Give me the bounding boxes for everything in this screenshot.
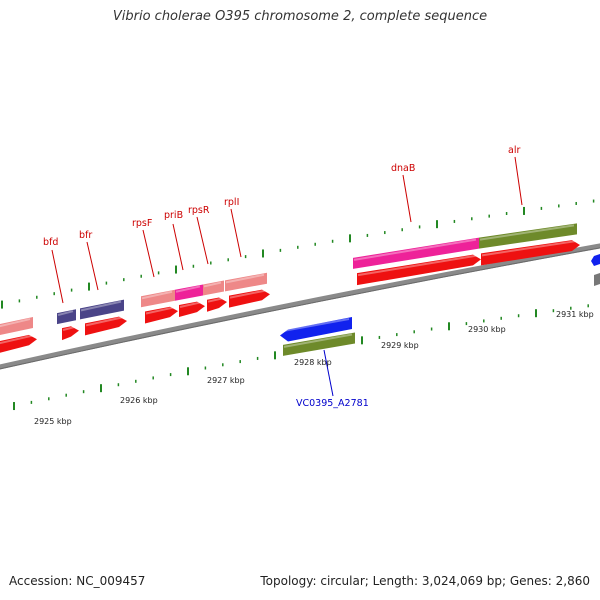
gene-label-bfr: bfr <box>79 230 92 241</box>
backbone-shadow <box>0 247 600 370</box>
gene-grey-right-edge <box>594 273 600 286</box>
gene-pink-left-shine <box>0 318 31 328</box>
scale-label-2931: 2931 kbp <box>556 310 594 319</box>
gene-rpsF <box>141 289 175 308</box>
leader-rpsF <box>142 229 155 278</box>
leader-rplI <box>230 208 242 258</box>
gene-rplI-shine <box>225 273 265 284</box>
gene-rpsF-shine <box>141 290 173 300</box>
leader-VC0395_A2781 <box>323 349 334 397</box>
gene-label-dnaB: dnaB <box>391 163 415 174</box>
gene-label-rpsR: rpsR <box>188 205 210 216</box>
scale-label-2925: 2925 kbp <box>34 417 72 426</box>
leader-alr <box>514 156 523 206</box>
gene-alr-shine <box>479 224 575 241</box>
gene-dnaB-cds-shine <box>357 254 479 277</box>
gene-label-rplI: rplI <box>224 197 239 208</box>
scale-label-2928: 2928 kbp <box>294 358 332 367</box>
gene-bfr-cds <box>85 316 127 336</box>
gene-bfd-cds-shine <box>62 325 77 332</box>
gene-priB-shine <box>175 285 201 293</box>
gene-label-bfd: bfd <box>43 237 58 248</box>
gene-rplI-cds <box>229 289 270 308</box>
gene-rpsF-cds-shine <box>145 306 176 315</box>
gene-dnaB-cds <box>357 254 481 286</box>
gene-alr-cds-shine <box>481 239 578 257</box>
gene-rpsR-shine <box>203 281 222 288</box>
scale-label-2930: 2930 kbp <box>468 325 506 334</box>
gene-alr <box>479 223 577 249</box>
gene-rpsR <box>203 280 224 296</box>
leader-rpsR <box>196 216 209 265</box>
gene-rpsR-cds-shine <box>207 297 225 303</box>
gene-bfd <box>57 309 76 325</box>
leader-bfr <box>86 241 99 291</box>
gene-dnaB <box>353 237 479 269</box>
leader-bfd <box>51 249 64 304</box>
gene-label-priB: priB <box>164 210 183 221</box>
outer-tick-row <box>1 199 595 309</box>
gene-bfr <box>80 299 124 320</box>
chromosome-backbone <box>0 243 600 370</box>
label-leader-lines <box>51 156 523 397</box>
gene-VC0395_A2781-cds-shine <box>280 318 350 333</box>
gene-label-rpsF: rpsF <box>132 218 152 229</box>
gene-bfr-shine <box>80 300 122 312</box>
gene-VC0395_A2781 <box>283 332 355 356</box>
gene-label-alr: alr <box>508 145 520 156</box>
gene-red-left <box>0 334 37 353</box>
gene-rpsR-cds <box>207 297 227 312</box>
gene-rplI <box>225 272 267 292</box>
gene-priB <box>175 284 203 301</box>
gene-red-left-shine <box>0 334 35 345</box>
gene-bfd-shine <box>57 310 74 317</box>
gene-rpsF-cds <box>145 306 178 324</box>
gene-priB-cds <box>179 301 205 317</box>
gene-VC0395_A2781-shine <box>283 333 353 348</box>
inner-tick-row <box>13 304 589 411</box>
map-title: Vibrio cholerae O395 chromosome 2, compl… <box>112 9 488 24</box>
leader-priB <box>172 223 184 271</box>
scale-label-2927: 2927 kbp <box>207 376 245 385</box>
gene-pink-left <box>0 317 33 336</box>
gene-label-VC0395_A2781: VC0395_A2781 <box>296 398 369 409</box>
gene-features <box>0 223 580 356</box>
scale-label-2926: 2926 kbp <box>120 396 158 405</box>
topology-label: Topology: circular; Length: 3,024,069 bp… <box>260 574 590 588</box>
gene-VC0395_A2781-cds <box>280 317 352 342</box>
gene-blue-right-edge <box>591 254 600 266</box>
gene-dnaB-shine <box>353 238 477 261</box>
gene-bfr-cds-shine <box>85 316 125 327</box>
accession-label: Accession: NC_009457 <box>9 574 146 588</box>
gene-rplI-cds-shine <box>229 289 268 299</box>
scale-label-2929: 2929 kbp <box>381 341 419 350</box>
gene-priB-cds-shine <box>179 301 203 308</box>
gene-alr-cds <box>481 240 580 266</box>
gene-bfd-cds <box>62 326 79 341</box>
leader-dnaB <box>402 174 412 223</box>
